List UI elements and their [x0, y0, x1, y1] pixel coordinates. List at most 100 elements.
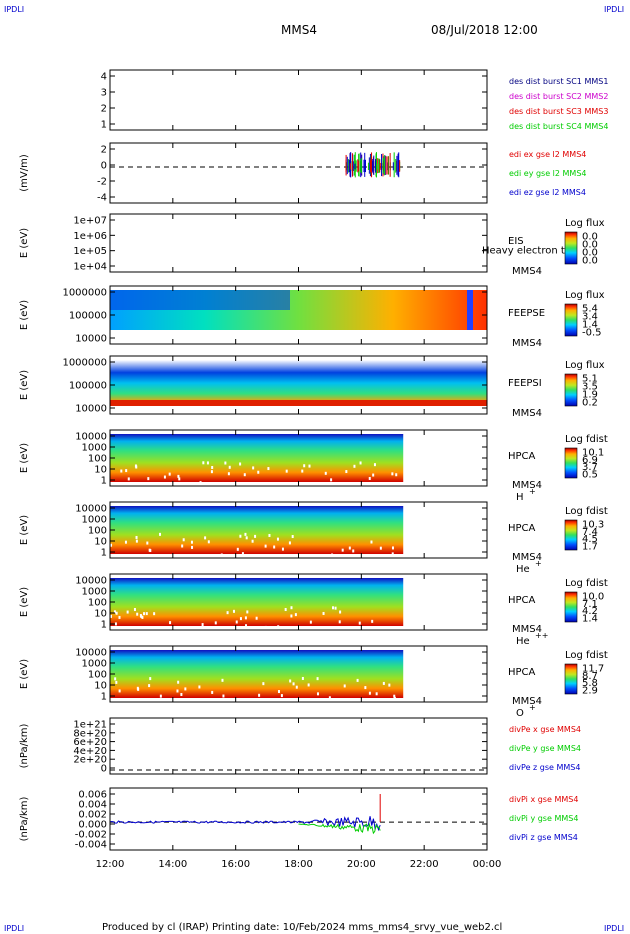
spectrogram-gap-pixel	[301, 676, 304, 680]
y-tick-label: 0.000	[78, 820, 107, 831]
y-tick-label: 10	[94, 609, 107, 620]
spectrogram-gap-pixel	[289, 679, 292, 683]
species-superscript: +	[535, 559, 542, 568]
spectrogram-gap-pixel	[126, 610, 129, 614]
y-tick-label: 100	[88, 670, 107, 681]
spectrogram-gap-pixel	[267, 467, 270, 471]
spectrogram-gap-pixel	[393, 694, 396, 698]
spectrogram-gap-pixel	[114, 622, 117, 626]
colorbar-tick-label: 6.9	[582, 455, 598, 466]
spectrogram-gap-pixel	[358, 621, 361, 625]
colorbar	[564, 663, 578, 695]
y-tick-label: 1000000	[62, 358, 107, 369]
spectrogram-gap-pixel	[163, 475, 166, 479]
spectrogram-gap-pixel	[285, 469, 288, 473]
y-tick-label: 10	[94, 465, 107, 476]
spectrogram-gap-pixel	[372, 473, 375, 477]
instrument-label: HPCA	[508, 667, 536, 678]
spectrogram-gap-pixel	[370, 540, 373, 544]
colorbar-title: Log flux	[565, 218, 605, 229]
feepsi-low-energy-band	[110, 400, 487, 406]
legend-entry: des dist burst SC3 MMS3	[509, 107, 608, 116]
colorbar-tick-label: 10.0	[582, 592, 604, 603]
spectrogram-gap-pixel	[146, 541, 149, 545]
spectrogram-gap-pixel	[301, 469, 304, 473]
spectrogram-gap-pixel	[276, 537, 279, 541]
spectrogram-gap-pixel	[135, 465, 138, 469]
colorbar-title: Log fdist	[565, 578, 608, 589]
spectrogram-gap-pixel	[115, 680, 118, 684]
spectrogram-gap-pixel	[201, 623, 204, 627]
y-tick-label: 100000	[69, 311, 107, 322]
spectrogram-gap-pixel	[359, 461, 362, 465]
species-label: O	[516, 708, 524, 719]
spectrogram-gap-pixel	[324, 471, 327, 475]
colorbar-title: Log fdist	[565, 434, 608, 445]
y-tick-label: 10000	[75, 334, 107, 345]
spectrogram-gap-pixel	[393, 696, 396, 700]
legend-entry: edi ey gse l2 MMS4	[509, 169, 587, 178]
species-superscript: ++	[535, 631, 548, 640]
legend-entry: divPe y gse MMS4	[509, 744, 581, 753]
spectrogram-gap-pixel	[280, 694, 283, 698]
y-tick-label: 2	[101, 145, 107, 156]
colorbar-title: Log flux	[565, 360, 605, 371]
y-axis-label: (nPa/km)	[19, 724, 30, 769]
spacecraft-label: MMS4	[512, 480, 542, 491]
x-tick-label: 00:00	[473, 859, 502, 870]
spectrogram-gap-pixel	[239, 534, 242, 538]
spectrogram-gap-pixel	[168, 472, 171, 476]
y-axis-label: E (eV)	[19, 515, 30, 545]
spectrogram-gap-pixel	[181, 544, 184, 548]
spectrogram-gap-pixel	[124, 540, 127, 544]
spectrogram-gap-pixel	[262, 682, 265, 686]
spectrogram-gap-pixel	[322, 611, 325, 615]
spectrogram-gap-pixel	[136, 612, 139, 616]
y-tick-label: 10	[94, 681, 107, 692]
colorbar-title: Log flux	[565, 290, 605, 301]
corner-label-tr: IPDLI	[604, 5, 624, 14]
y-tick-label: 0	[101, 764, 107, 775]
edi-frame	[109, 142, 488, 204]
colorbar-tick-label: 1.9	[582, 390, 598, 401]
colorbar-tick-label: 3.5	[582, 382, 598, 393]
spectrogram-gap-pixel	[356, 555, 359, 559]
y-axis-label: (mV/m)	[19, 154, 30, 192]
overlay-label: Heavy electron to	[482, 245, 571, 256]
divpi-z-series	[109, 816, 381, 832]
y-tick-label: 6e+20	[73, 737, 107, 748]
colorbar-tick-label: 3.4	[582, 312, 598, 323]
y-axis-label: E (eV)	[19, 228, 30, 258]
spectrogram-gap-pixel	[211, 690, 214, 694]
spacecraft-label: MMS4	[512, 408, 542, 419]
spectrogram-gap-pixel	[210, 470, 213, 474]
spectrogram-gap-pixel	[241, 552, 244, 556]
y-tick-label: 10	[94, 537, 107, 548]
spectrogram-gap-pixel	[239, 462, 242, 466]
colorbar-tick-label: 7.4	[582, 527, 598, 538]
y-tick-label: 4	[101, 72, 107, 83]
spectrogram-gap-pixel	[245, 624, 248, 628]
colorbar-tick-label: 0.0	[582, 256, 598, 267]
spectrogram-gap-pixel	[257, 470, 260, 474]
y-tick-label: 1000	[82, 443, 107, 454]
hpca_o-spectrogram	[110, 650, 404, 698]
spectrogram-gap-pixel	[391, 472, 394, 476]
spectrogram-gap-pixel	[159, 532, 162, 536]
spectrogram-gap-pixel	[252, 466, 255, 470]
spectrogram-gap-pixel	[141, 615, 144, 619]
species-label: He	[516, 564, 530, 575]
colorbar-tick-label: -0.5	[582, 328, 602, 339]
feepse-gap	[467, 290, 473, 330]
spectrogram-gap-pixel	[235, 620, 238, 624]
corner-label-bl: IPDLI	[4, 924, 24, 933]
spectrogram-gap-pixel	[370, 482, 373, 486]
spectrogram-gap-pixel	[251, 539, 254, 543]
legend-entry: des dist burst SC1 MMS1	[509, 77, 608, 86]
spectrogram-gap-pixel	[281, 547, 284, 551]
spectrogram-gap-pixel	[316, 677, 319, 681]
spectrogram-gap-pixel	[345, 470, 348, 474]
y-tick-label: 1e+04	[73, 262, 107, 273]
spectrogram-gap-pixel	[197, 626, 200, 630]
y-tick-label: 10000	[75, 404, 107, 415]
